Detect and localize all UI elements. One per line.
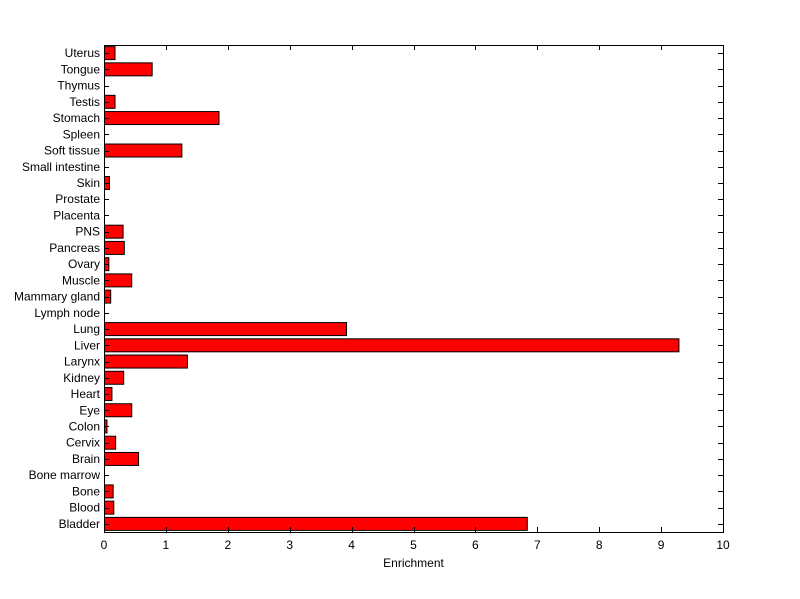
y-tick-label: Colon (69, 419, 100, 433)
y-tick-label: Spleen (63, 127, 100, 141)
y-tick-label: Placenta (53, 208, 100, 222)
y-tick-label: Kidney (63, 371, 100, 385)
y-tick-label: Prostate (55, 192, 100, 206)
bar-larynx (104, 354, 188, 369)
x-tick-label: 9 (658, 538, 665, 552)
bar-testis (104, 94, 116, 109)
bar-mammary-gland (104, 289, 112, 304)
y-tick-label: Lung (73, 322, 100, 336)
y-tick-label: Cervix (66, 436, 100, 450)
bar-pancreas (104, 240, 125, 255)
y-tick-label: Pancreas (49, 241, 100, 255)
y-tick-label: Bone marrow (29, 468, 101, 482)
x-tick-label: 0 (101, 538, 108, 552)
bar-stomach (104, 111, 220, 126)
bars-group (104, 46, 680, 531)
plot-frame (104, 45, 724, 533)
x-tick-label: 2 (224, 538, 231, 552)
bar-pns (104, 224, 124, 239)
y-tick-label: Bone (72, 484, 100, 498)
y-tick-label: Small intestine (22, 160, 100, 174)
bar-brain (104, 451, 140, 466)
bar-blood (104, 500, 115, 515)
x-axis-title: Enrichment (383, 556, 444, 570)
bar-bladder (104, 516, 528, 531)
x-tick-label: 8 (596, 538, 603, 552)
bar-kidney (104, 370, 125, 385)
y-tick-label: Ovary (68, 257, 100, 271)
y-tick-label: Lymph node (34, 306, 100, 320)
y-tick-label: Liver (74, 338, 100, 352)
bar-tongue (104, 62, 153, 77)
y-tick-label: Skin (77, 176, 100, 190)
y-tick-label: Blood (69, 501, 100, 515)
y-tick-label: Bladder (59, 517, 100, 531)
y-tick-label: Thymus (57, 79, 100, 93)
x-tick-labels: 0 1 2 3 4 5 6 7 8 9 10 (101, 538, 730, 552)
y-tick-label: Eye (79, 403, 100, 417)
y-tick-label: Muscle (62, 273, 100, 287)
x-tick-label: 5 (410, 538, 417, 552)
bar-soft-tissue (104, 143, 183, 158)
y-tick-label: Testis (69, 95, 100, 109)
y-tick-label: Tongue (61, 62, 101, 76)
bar-liver (104, 338, 680, 353)
y-tick-label: PNS (75, 225, 100, 239)
y-tick-label: Uterus (65, 46, 100, 60)
x-tick-label: 3 (286, 538, 293, 552)
x-tick-label: 10 (716, 538, 730, 552)
bar-skin (104, 175, 110, 190)
y-tick-labels: Bladder Blood Bone Bone marrow Brain Cervix Co… (14, 46, 101, 531)
x-tick-label: 4 (348, 538, 355, 552)
x-tick-label: 6 (472, 538, 479, 552)
x-tick-label: 7 (534, 538, 541, 552)
bar-cervix (104, 435, 117, 450)
y-tick-label: Mammary gland (14, 290, 100, 304)
y-tick-label: Stomach (53, 111, 100, 125)
y-tick-label: Soft tissue (44, 144, 100, 158)
y-tick-label: Heart (71, 387, 101, 401)
x-tick-label: 1 (163, 538, 170, 552)
y-tick-label: Brain (72, 452, 100, 466)
y-tick-label: Larynx (64, 355, 100, 369)
bar-lung (104, 322, 348, 337)
